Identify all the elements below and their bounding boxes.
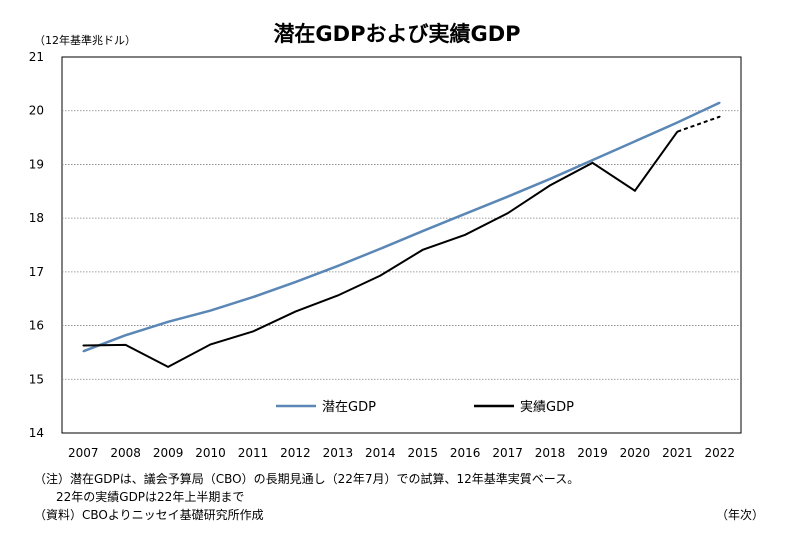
footnote-note: （注）潜在GDPは、議会予算局（CBO）の長期見通し（22年7月）での試算、12… [34,472,580,486]
data-point-potential-gdp-2022 [718,101,721,104]
series-lines [82,101,721,369]
data-point-potential-gdp-2021 [676,121,679,124]
x-tick-label: 2010 [195,446,226,460]
x-tick-label: 2022 [705,446,736,460]
data-point-actual-gdp-2019 [591,162,594,164]
data-point-actual-gdp-2012 [294,310,297,313]
y-axis-unit-label: （12年基準兆ドル） [34,33,136,47]
x-tick-label: 2021 [662,446,693,460]
data-point-potential-gdp-2007 [82,350,85,353]
footnote-source: （資料）CBOよりニッセイ基礎研究所作成 [34,508,264,522]
x-tick-label: 2011 [238,446,269,460]
y-tick-label: 20 [29,104,44,118]
x-tick-label: 2016 [450,446,481,460]
data-point-actual-gdp-2014 [379,274,382,277]
data-point-potential-gdp-2014 [379,247,382,250]
legend-label-potential-gdp: 潜在GDP [322,400,376,415]
y-tick-label: 14 [29,426,44,440]
legend-label-actual-gdp: 実績GDP [520,399,574,415]
chart-title: 潜在GDPおよび実績GDP [273,22,520,46]
y-tick-label: 19 [29,157,44,171]
data-point-potential-gdp-2012 [294,281,297,283]
x-axis: 2007 2008 2009 2010 2011 2012 2013 2014 2015 2016… [68,446,735,460]
x-tick-label: 2018 [535,446,566,460]
data-point-actual-gdp-2017 [506,212,509,215]
x-tick-label: 2009 [153,446,184,460]
x-tick-label: 2015 [407,446,438,460]
series-line-actual-gdp-projection [677,115,721,133]
x-tick-label: 2007 [68,446,99,460]
y-tick-label: 21 [29,50,44,64]
y-tick-label: 17 [29,265,44,279]
data-point-actual-gdp-2007 [82,344,85,347]
data-point-potential-gdp-2016 [464,213,466,215]
data-point-actual-gdp-2011 [252,330,254,333]
x-tick-label: 2014 [365,446,396,460]
data-point-potential-gdp-2017 [506,195,509,198]
y-axis: 14 15 16 17 18 19 20 21 [29,50,44,440]
data-point-actual-gdp-2013 [337,294,339,297]
data-point-potential-gdp-2010 [209,309,212,312]
data-point-actual-gdp-2022 [718,115,721,118]
data-point-potential-gdp-2008 [124,334,127,337]
y-tick-label: 15 [29,372,44,386]
data-point-actual-gdp-2016 [464,233,466,236]
legend: 潜在GDP 実績GDP [276,399,574,415]
data-point-potential-gdp-2015 [421,230,424,232]
data-point-actual-gdp-2020 [634,189,636,192]
data-point-actual-gdp-2010 [209,343,212,346]
data-point-potential-gdp-2018 [549,178,551,180]
series-line-potential-gdp [82,101,721,353]
plot-area [61,56,742,434]
data-point-potential-gdp-2009 [167,321,169,323]
data-point-actual-gdp-2018 [549,184,551,187]
x-tick-label: 2012 [280,446,311,460]
data-point-actual-gdp-2008 [124,344,127,346]
data-point-potential-gdp-2019 [591,159,594,161]
data-point-potential-gdp-2013 [337,265,339,267]
x-tick-label: 2019 [577,446,608,460]
x-axis-unit-label: （年次） [715,508,764,522]
x-tick-label: 2013 [323,446,354,460]
x-tick-label: 2008 [110,446,141,460]
x-tick-label: 2017 [492,446,523,460]
data-point-actual-gdp-2021 [676,130,679,133]
y-tick-label: 16 [29,319,44,333]
grid-lines [62,110,741,380]
footnote-note-continued: 22年の実績GDPは22年上半期まで [56,490,245,504]
data-point-actual-gdp-2015 [421,249,424,251]
data-point-potential-gdp-2020 [634,140,636,143]
y-tick-label: 18 [29,211,44,225]
data-point-actual-gdp-2009 [167,366,169,368]
data-point-potential-gdp-2011 [252,296,254,298]
footnotes: （注）潜在GDPは、議会予算局（CBO）の長期見通し（22年7月）での試算、12… [34,470,579,524]
x-tick-label: 2020 [620,446,651,460]
